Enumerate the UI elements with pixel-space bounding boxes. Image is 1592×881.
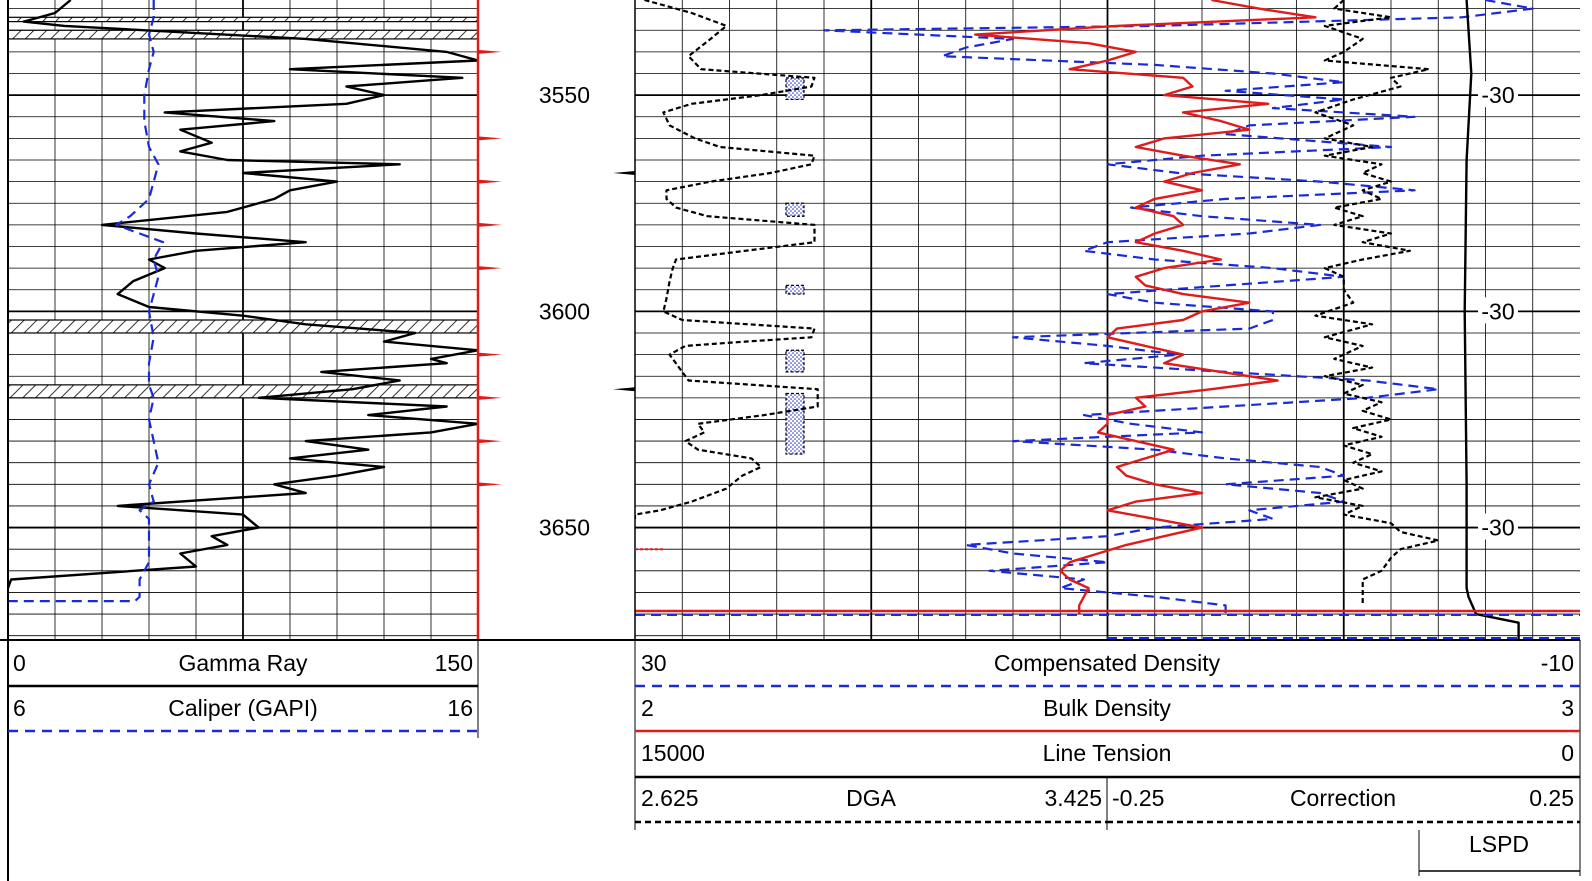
caliper-title: Caliper (GAPI) xyxy=(168,695,318,721)
line-tension-min-label: 15000 xyxy=(641,740,705,766)
compensated-density-curve xyxy=(822,0,1534,615)
lspd-curve xyxy=(1463,0,1520,640)
value-label-bg xyxy=(1478,513,1518,540)
sand-bed-marker xyxy=(785,284,805,295)
depth-tick xyxy=(478,482,502,487)
sand-bed-marker xyxy=(785,349,805,373)
gamma-ray-curve xyxy=(8,0,478,589)
gamma-ray-title: Gamma Ray xyxy=(178,650,308,676)
sand-bed-marker xyxy=(785,392,805,455)
line-tension-curve xyxy=(635,0,819,519)
correction-min-label: -0.25 xyxy=(1112,785,1164,811)
lspd-title: LSPD xyxy=(1469,831,1529,857)
dga-max-label: 3.425 xyxy=(1044,785,1102,811)
sand-bed-marker xyxy=(785,202,805,217)
depth-tick xyxy=(478,222,502,227)
value-label-bg xyxy=(1478,297,1518,324)
hatched-bed xyxy=(7,16,479,23)
depth-tick xyxy=(478,136,502,141)
bulk-density-curve xyxy=(974,0,1317,615)
depth-label: 3550 xyxy=(539,82,590,108)
hatched-bed xyxy=(7,384,479,399)
depth-tick xyxy=(478,179,502,184)
dga-title: DGA xyxy=(846,785,897,811)
compensated-density-title: Compensated Density xyxy=(994,650,1221,676)
depth-tick xyxy=(478,266,502,271)
caliper-min-label: 6 xyxy=(13,695,26,721)
bulk-density-min-label: 2 xyxy=(641,695,654,721)
depth-label: 3650 xyxy=(539,515,590,541)
track2-grid xyxy=(635,0,1580,640)
compensated-density-min-label: 30 xyxy=(641,650,667,676)
depth-tick xyxy=(478,352,502,357)
line-tension-max-label: 0 xyxy=(1561,740,1574,766)
bulk-density-title: Bulk Density xyxy=(1043,695,1171,721)
caliper-gapi-curve xyxy=(8,0,165,603)
caliper-max-label: 16 xyxy=(447,695,473,721)
depth-tick xyxy=(478,439,502,444)
gamma-ray-min-label: 0 xyxy=(13,650,26,676)
value-label-bg xyxy=(1478,81,1518,108)
curve-layer: -30 -30 -30 xyxy=(8,0,1580,640)
depth-tick xyxy=(478,49,502,54)
depth-track: 3550 3600 3650 xyxy=(476,0,663,640)
correction-max-label: 0.25 xyxy=(1529,785,1574,811)
tension-tick xyxy=(613,387,635,392)
correction-curve xyxy=(1314,0,1440,606)
bulk-density-max-label: 3 xyxy=(1561,695,1574,721)
correction-title: Correction xyxy=(1290,785,1396,811)
tension-tick xyxy=(613,170,635,175)
value-label: -30 xyxy=(1481,82,1514,108)
compensated-density-max-label: -10 xyxy=(1541,650,1574,676)
hatched-bed xyxy=(7,319,479,334)
depth-label: 3600 xyxy=(539,298,590,324)
gamma-ray-max-label: 150 xyxy=(435,650,473,676)
line-tension-title: Line Tension xyxy=(1043,740,1172,766)
dga-min-label: 2.625 xyxy=(641,785,699,811)
depth-tick xyxy=(478,395,502,400)
value-label: -30 xyxy=(1481,515,1514,541)
value-label: -30 xyxy=(1481,298,1514,324)
